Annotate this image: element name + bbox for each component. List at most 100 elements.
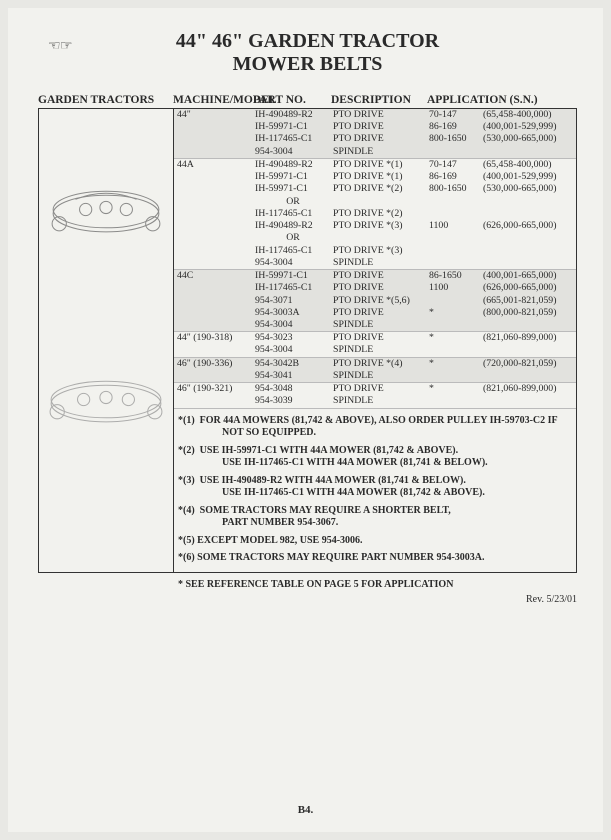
cell-application bbox=[428, 232, 574, 244]
footnote-item: *(1) FOR 44A MOWERS (81,742 & ABOVE), AL… bbox=[178, 415, 572, 440]
cell-sn-numbers bbox=[483, 146, 573, 158]
cell-application: *(821,060-899,000) bbox=[428, 332, 574, 344]
cell-part-no: 954-3023 bbox=[254, 332, 332, 344]
cell-application: 86-1650(400,001-665,000) bbox=[428, 270, 574, 282]
cell-model bbox=[176, 295, 254, 307]
table-row: IH-59971-C1PTO DRIVE *(1)86-169(400,001-… bbox=[174, 171, 576, 183]
cell-sn-range bbox=[429, 344, 483, 356]
cell-part-no: OR bbox=[254, 232, 332, 244]
cell-sn-range bbox=[429, 146, 483, 158]
cell-sn-numbers: (665,001-821,059) bbox=[483, 295, 573, 307]
cell-sn-range bbox=[429, 196, 483, 208]
cell-sn-range: 1100 bbox=[429, 220, 483, 232]
cell-sn-numbers bbox=[483, 395, 573, 407]
table-row: IH-117465-C1PTO DRIVE *(3) bbox=[174, 245, 576, 257]
table-row: 954-3004SPINDLE bbox=[174, 344, 576, 356]
table-row: 954-3041SPINDLE bbox=[174, 370, 576, 382]
footnote-item: *(4) SOME TRACTORS MAY REQUIRE A SHORTER… bbox=[178, 505, 572, 530]
cell-sn-numbers bbox=[483, 257, 573, 269]
col-machine-model: MACHINE/MODEL bbox=[173, 94, 253, 106]
cell-sn-range bbox=[429, 245, 483, 257]
cell-model bbox=[176, 245, 254, 257]
reference-note: * SEE REFERENCE TABLE ON PAGE 5 FOR APPL… bbox=[178, 579, 577, 590]
mower-deck-illustration-1 bbox=[45, 179, 167, 245]
cell-description: PTO DRIVE *(2) bbox=[332, 183, 428, 195]
cell-description: PTO DRIVE *(1) bbox=[332, 171, 428, 183]
cell-sn-numbers: (400,001-529,999) bbox=[483, 121, 573, 133]
cell-part-no: IH-59971-C1 bbox=[254, 171, 332, 183]
cell-sn-range bbox=[429, 208, 483, 220]
cell-part-no: 954-3003A bbox=[254, 307, 332, 319]
cell-sn-numbers bbox=[483, 208, 573, 220]
page-number: B4. bbox=[8, 804, 603, 816]
cell-application: *(720,000-821,059) bbox=[428, 358, 574, 370]
page: ☜ ☞ 44" 46" GARDEN TRACTOR MOWER BELTS G… bbox=[8, 8, 603, 832]
model-group: 44AIH-490489-R2PTO DRIVE *(1)70-147(65,4… bbox=[174, 159, 576, 270]
cell-sn-range bbox=[429, 319, 483, 331]
footnote-item: *(3) USE IH-490489-R2 WITH 44A MOWER (81… bbox=[178, 475, 572, 500]
cell-application bbox=[428, 146, 574, 158]
cell-sn-numbers: (800,000-821,059) bbox=[483, 307, 573, 319]
section-label: GARDEN TRACTORS bbox=[38, 94, 173, 106]
cell-sn-range bbox=[429, 232, 483, 244]
cell-model bbox=[176, 257, 254, 269]
cell-sn-numbers: (400,001-529,999) bbox=[483, 171, 573, 183]
table-row: IH-490489-R2PTO DRIVE *(3)1100(626,000-6… bbox=[174, 220, 576, 232]
cell-application: 86-169(400,001-529,999) bbox=[428, 121, 574, 133]
cell-sn-range: 70-147 bbox=[429, 109, 483, 121]
title-line-1: 44" 46" GARDEN TRACTOR bbox=[38, 30, 577, 53]
table-row: IH-59971-C1PTO DRIVE *(2)800-1650(530,00… bbox=[174, 183, 576, 195]
footnote-item: *(2) USE IH-59971-C1 WITH 44A MOWER (81,… bbox=[178, 445, 572, 470]
cell-model bbox=[176, 307, 254, 319]
cell-part-no: IH-59971-C1 bbox=[254, 183, 332, 195]
cell-part-no: 954-3004 bbox=[254, 257, 332, 269]
cell-part-no: 954-3048 bbox=[254, 383, 332, 395]
cell-description: PTO DRIVE bbox=[332, 121, 428, 133]
cell-description: PTO DRIVE *(2) bbox=[332, 208, 428, 220]
col-description: DESCRIPTION bbox=[331, 94, 427, 106]
cell-part-no: 954-3071 bbox=[254, 295, 332, 307]
main-table-box: 44"IH-490489-R2PTO DRIVE70-147(65,458-40… bbox=[38, 108, 577, 573]
table-row: OR bbox=[174, 196, 576, 208]
cell-application: 70-147(65,458-400,000) bbox=[428, 159, 574, 171]
cell-model: 46" (190-336) bbox=[176, 358, 254, 370]
cell-model bbox=[176, 282, 254, 294]
pointing-hand-icon: ☜ ☞ bbox=[48, 38, 71, 55]
title-line-2: MOWER BELTS bbox=[38, 53, 577, 76]
cell-sn-range: 70-147 bbox=[429, 159, 483, 171]
cell-sn-range bbox=[429, 257, 483, 269]
cell-sn-range: * bbox=[429, 383, 483, 395]
cell-description: PTO DRIVE bbox=[332, 332, 428, 344]
cell-part-no: IH-490489-R2 bbox=[254, 220, 332, 232]
cell-model bbox=[176, 232, 254, 244]
cell-description: PTO DRIVE bbox=[332, 307, 428, 319]
model-group: 44" (190-318)954-3023PTO DRIVE*(821,060-… bbox=[174, 332, 576, 357]
cell-description: SPINDLE bbox=[332, 395, 428, 407]
cell-model bbox=[176, 196, 254, 208]
cell-description: SPINDLE bbox=[332, 319, 428, 331]
cell-part-no: IH-117465-C1 bbox=[254, 133, 332, 145]
cell-part-no: 954-3039 bbox=[254, 395, 332, 407]
table-row: IH-59971-C1PTO DRIVE86-169(400,001-529,9… bbox=[174, 121, 576, 133]
cell-model bbox=[176, 208, 254, 220]
cell-part-no: IH-117465-C1 bbox=[254, 208, 332, 220]
table-row: 954-3039SPINDLE bbox=[174, 395, 576, 407]
cell-sn-numbers: (626,000-665,000) bbox=[483, 220, 573, 232]
cell-part-no: 954-3041 bbox=[254, 370, 332, 382]
footnotes: *(1) FOR 44A MOWERS (81,742 & ABOVE), AL… bbox=[174, 409, 576, 572]
cell-sn-numbers: (530,000-665,000) bbox=[483, 183, 573, 195]
cell-part-no: 954-3004 bbox=[254, 146, 332, 158]
cell-description bbox=[332, 232, 428, 244]
table-row: 46" (190-336)954-3042BPTO DRIVE *(4)*(72… bbox=[174, 358, 576, 370]
cell-model bbox=[176, 395, 254, 407]
cell-part-no: IH-59971-C1 bbox=[254, 270, 332, 282]
table-row: OR bbox=[174, 232, 576, 244]
cell-application bbox=[428, 319, 574, 331]
cell-model bbox=[176, 121, 254, 133]
cell-description: PTO DRIVE *(4) bbox=[332, 358, 428, 370]
cell-sn-numbers: (65,458-400,000) bbox=[483, 159, 573, 171]
cell-sn-range: * bbox=[429, 358, 483, 370]
table-row: 954-3004SPINDLE bbox=[174, 146, 576, 158]
table-row: IH-117465-C1PTO DRIVE *(2) bbox=[174, 208, 576, 220]
cell-part-no: IH-59971-C1 bbox=[254, 121, 332, 133]
